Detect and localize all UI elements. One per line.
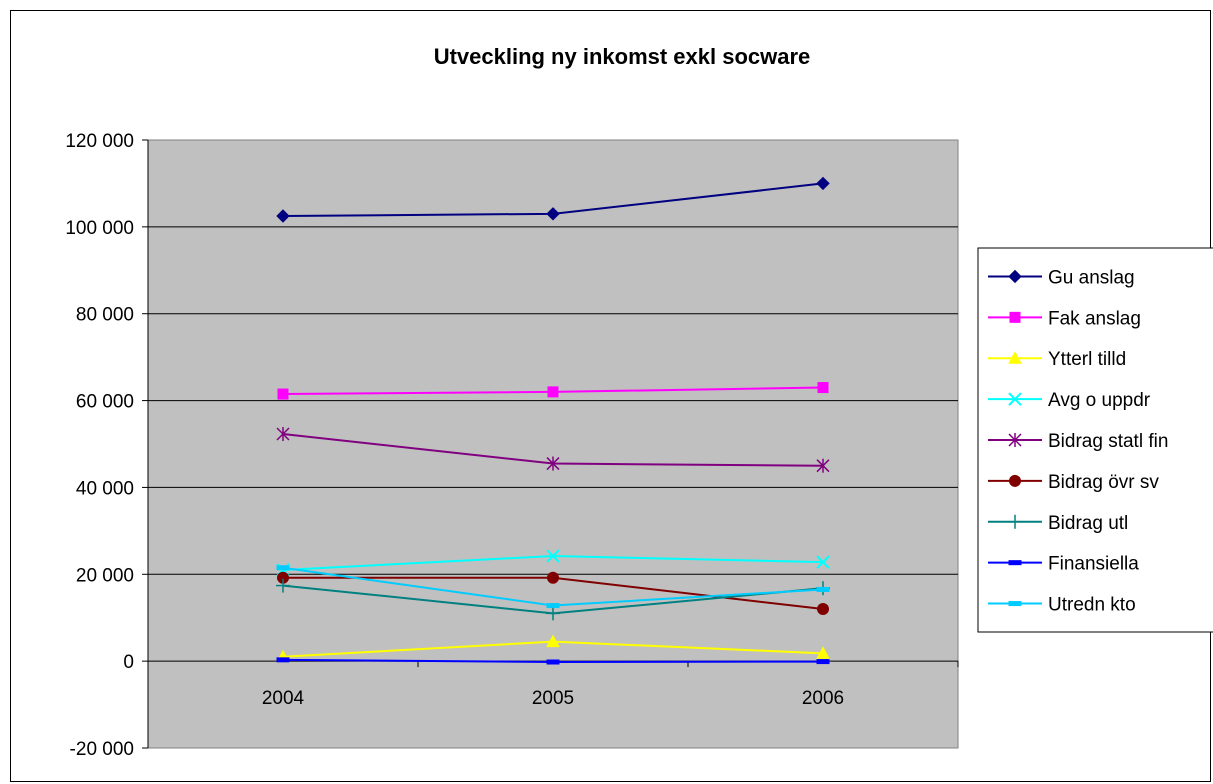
y-tick-label: 0: [123, 652, 134, 673]
legend-label: Bidrag statl fin: [1048, 431, 1168, 452]
legend-entry: Bidrag utl: [988, 513, 1128, 534]
data-point: [276, 578, 290, 593]
data-point: [276, 427, 290, 442]
y-tick-label: 60 000: [76, 392, 134, 413]
data-point: [816, 586, 830, 592]
data-point: [817, 382, 829, 394]
data-point: [547, 571, 559, 584]
y-tick-label: 120 000: [65, 131, 134, 152]
plot-area: [147, 139, 959, 749]
legend-entry: Ytterl tilld: [988, 349, 1126, 370]
legend-entry: Avg o uppdr: [988, 390, 1151, 411]
data-point: [816, 176, 830, 191]
legend-label: Finansiella: [1048, 554, 1139, 575]
series-gu-anslag: [276, 176, 830, 223]
x-tick-label: 2004: [262, 688, 305, 709]
data-point: [816, 555, 830, 569]
legend-entry: Bidrag övr sv: [988, 472, 1159, 493]
data-point: [817, 603, 829, 616]
data-point: [276, 657, 290, 663]
data-point: [1009, 311, 1021, 323]
data-point: [546, 456, 560, 471]
legend-entry: Finansiella: [988, 554, 1139, 575]
legend-label: Utredn kto: [1048, 595, 1136, 616]
data-point: [546, 603, 560, 609]
y-tick-label: 40 000: [76, 478, 134, 499]
data-point: [276, 565, 290, 571]
x-tick-label: 2005: [532, 688, 574, 709]
legend-entry: Gu anslag: [988, 267, 1135, 288]
y-tick-label: 80 000: [76, 305, 134, 326]
series-finansiella: [276, 657, 830, 665]
data-point: [1008, 601, 1022, 607]
data-point: [1008, 392, 1022, 406]
legend-label: Avg o uppdr: [1048, 390, 1151, 411]
legend-entry: Bidrag statl fin: [988, 431, 1168, 452]
legend-label: Bidrag övr sv: [1048, 472, 1159, 493]
data-point: [546, 207, 560, 221]
legend-entry: Utredn kto: [988, 595, 1136, 616]
data-point: [816, 646, 830, 659]
series-bidrag-vr-sv: [277, 571, 829, 616]
legend-label: Ytterl tilld: [1048, 349, 1126, 370]
legend-entry: Fak anslag: [988, 308, 1141, 329]
data-point: [816, 458, 830, 473]
data-point: [546, 659, 560, 665]
data-point: [1008, 269, 1022, 284]
data-point: [1008, 514, 1022, 529]
data-point: [546, 606, 560, 621]
legend: Gu anslag Fak anslag Ytterl tilld Avg o upp…: [977, 247, 1213, 633]
data-point: [1008, 560, 1022, 566]
series-lines: [276, 176, 830, 665]
data-point: [1008, 351, 1022, 364]
x-tick-label: 2006: [802, 688, 844, 709]
legend-label: Bidrag utl: [1048, 513, 1128, 534]
data-point: [1008, 433, 1022, 447]
data-point: [546, 634, 560, 648]
y-tick-label: 100 000: [65, 218, 134, 239]
data-point: [277, 388, 289, 400]
series-utredn-kto: [276, 565, 830, 609]
legend-label: Fak anslag: [1048, 308, 1141, 329]
data-point: [816, 659, 830, 665]
legend-label: Gu anslag: [1048, 267, 1135, 288]
data-point: [1009, 474, 1021, 487]
data-point: [547, 386, 559, 398]
data-point: [276, 209, 290, 223]
y-tick-label: 20 000: [76, 565, 134, 586]
series-fak-anslag: [277, 382, 829, 400]
y-tick-label: -20 000: [70, 739, 134, 760]
data-point: [546, 549, 560, 563]
series-bidrag-statl-fin: [276, 427, 830, 473]
chart-title: Utveckling ny inkomst exkl socware: [434, 44, 811, 69]
